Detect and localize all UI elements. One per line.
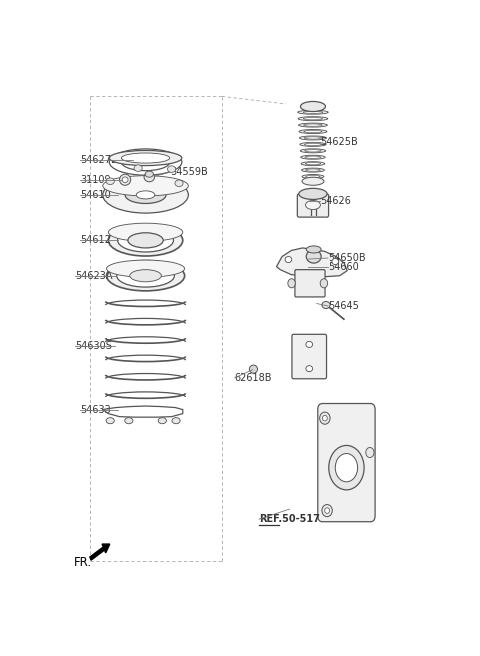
Text: 54660: 54660 <box>328 262 359 272</box>
Ellipse shape <box>302 174 324 178</box>
Ellipse shape <box>108 225 183 256</box>
Ellipse shape <box>299 123 327 127</box>
Ellipse shape <box>320 412 330 424</box>
Text: 54623A: 54623A <box>75 271 112 281</box>
Ellipse shape <box>107 260 185 277</box>
Ellipse shape <box>300 136 326 140</box>
FancyBboxPatch shape <box>318 403 375 522</box>
Text: 54650B: 54650B <box>328 253 365 263</box>
Ellipse shape <box>106 418 114 424</box>
Ellipse shape <box>103 176 188 196</box>
Ellipse shape <box>306 365 312 372</box>
Ellipse shape <box>324 508 329 514</box>
FancyBboxPatch shape <box>292 335 326 379</box>
Ellipse shape <box>125 418 133 424</box>
Ellipse shape <box>301 161 325 166</box>
Ellipse shape <box>134 165 142 171</box>
Ellipse shape <box>103 176 188 213</box>
Text: 54610: 54610 <box>81 190 111 200</box>
Text: 54627B: 54627B <box>81 155 118 165</box>
Ellipse shape <box>118 229 173 252</box>
Ellipse shape <box>299 188 327 199</box>
Ellipse shape <box>305 150 321 152</box>
Ellipse shape <box>300 102 325 112</box>
Ellipse shape <box>117 264 174 287</box>
Ellipse shape <box>306 201 321 209</box>
Ellipse shape <box>130 270 161 282</box>
Ellipse shape <box>300 155 325 159</box>
Ellipse shape <box>108 223 183 241</box>
Ellipse shape <box>329 445 364 490</box>
Ellipse shape <box>322 302 330 308</box>
Ellipse shape <box>303 111 323 113</box>
Text: 54625B: 54625B <box>321 137 358 147</box>
Ellipse shape <box>299 129 327 134</box>
Ellipse shape <box>300 142 326 146</box>
Ellipse shape <box>366 447 374 458</box>
Ellipse shape <box>121 153 170 163</box>
Ellipse shape <box>302 177 324 185</box>
Ellipse shape <box>249 365 258 373</box>
FancyBboxPatch shape <box>297 194 329 217</box>
FancyArrow shape <box>90 544 110 560</box>
Ellipse shape <box>300 149 325 153</box>
Ellipse shape <box>136 191 155 199</box>
FancyBboxPatch shape <box>295 270 325 297</box>
Ellipse shape <box>303 117 323 120</box>
Ellipse shape <box>288 279 295 288</box>
Polygon shape <box>276 248 347 277</box>
Ellipse shape <box>306 341 312 348</box>
Ellipse shape <box>322 504 332 517</box>
Ellipse shape <box>304 137 322 139</box>
Ellipse shape <box>304 143 322 146</box>
Ellipse shape <box>128 233 163 248</box>
Ellipse shape <box>305 163 321 165</box>
Ellipse shape <box>172 418 180 424</box>
Ellipse shape <box>306 250 321 263</box>
Text: 54612: 54612 <box>81 236 111 245</box>
Ellipse shape <box>304 124 322 126</box>
Ellipse shape <box>301 168 324 172</box>
Ellipse shape <box>298 117 328 121</box>
Ellipse shape <box>306 175 320 178</box>
Ellipse shape <box>306 169 320 171</box>
Ellipse shape <box>175 180 183 186</box>
Ellipse shape <box>125 186 166 203</box>
Text: REF.50-517: REF.50-517 <box>259 514 320 524</box>
Ellipse shape <box>109 150 182 165</box>
Ellipse shape <box>106 178 114 184</box>
Ellipse shape <box>144 173 155 182</box>
Ellipse shape <box>320 279 328 288</box>
Ellipse shape <box>298 110 328 114</box>
Ellipse shape <box>285 256 292 262</box>
Ellipse shape <box>335 453 358 482</box>
Ellipse shape <box>145 171 154 177</box>
Ellipse shape <box>158 418 167 424</box>
Text: 54630S: 54630S <box>75 341 112 352</box>
Ellipse shape <box>107 260 185 291</box>
Ellipse shape <box>122 177 128 182</box>
Ellipse shape <box>305 156 321 158</box>
Ellipse shape <box>323 415 327 421</box>
Ellipse shape <box>304 131 322 133</box>
Text: 54626: 54626 <box>321 196 351 207</box>
Ellipse shape <box>168 166 176 173</box>
Text: 54559B: 54559B <box>170 167 207 177</box>
Ellipse shape <box>306 246 321 253</box>
Text: 62618B: 62618B <box>235 373 272 382</box>
Text: 31109: 31109 <box>81 174 111 185</box>
Ellipse shape <box>332 258 338 264</box>
Text: 54633: 54633 <box>81 405 111 415</box>
Text: FR.: FR. <box>74 556 92 569</box>
Text: 54645: 54645 <box>328 301 359 311</box>
Ellipse shape <box>120 174 131 185</box>
